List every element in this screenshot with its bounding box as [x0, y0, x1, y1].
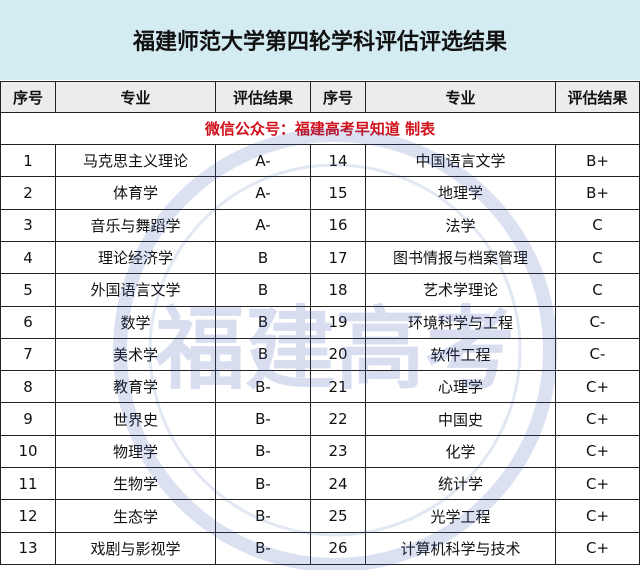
table-cell: 法学 — [366, 209, 556, 242]
table-cell: B — [216, 338, 311, 372]
table-cell: 14 — [311, 145, 366, 178]
table-cell: 5 — [0, 274, 56, 307]
table-cell: C+ — [556, 468, 640, 501]
table-cell: 数学 — [56, 306, 216, 339]
table-cell: 2 — [0, 177, 56, 210]
table-cell: B+ — [556, 145, 640, 178]
table-cell: 外国语言文学 — [56, 274, 216, 307]
table-cell: 环境科学与工程 — [366, 306, 556, 339]
table-cell: 17 — [311, 241, 366, 275]
table-cell: 地理学 — [366, 177, 556, 210]
header-cell: 评估结果 — [216, 81, 311, 113]
table-cell: 理论经济学 — [56, 241, 216, 275]
table-cell: 马克思主义理论 — [56, 145, 216, 178]
table-cell: B — [216, 241, 311, 275]
table-cell: 戏剧与影视学 — [56, 532, 216, 565]
table-cell: 4 — [0, 241, 56, 275]
table-cell: 生物学 — [56, 468, 216, 501]
table-cell: 心理学 — [366, 371, 556, 404]
table-cell: 艺术学理论 — [366, 274, 556, 307]
table-cell: C+ — [556, 371, 640, 404]
table-cell: C — [556, 209, 640, 242]
table-cell: 体育学 — [56, 177, 216, 210]
table-cell: 6 — [0, 306, 56, 339]
header-cell: 序号 — [0, 81, 56, 113]
table-cell: 10 — [0, 435, 56, 469]
table-cell: 11 — [0, 468, 56, 501]
table-cell: B+ — [556, 177, 640, 210]
table-cell: 光学工程 — [366, 500, 556, 533]
table-cell: 19 — [311, 306, 366, 339]
table-cell: 20 — [311, 338, 366, 372]
table-cell: 21 — [311, 371, 366, 404]
table-cell: 16 — [311, 209, 366, 242]
table-cell: 24 — [311, 468, 366, 501]
table-cell: 23 — [311, 435, 366, 469]
header-cell: 专业 — [366, 81, 556, 113]
table-cell: C- — [556, 306, 640, 339]
table-cell: B — [216, 306, 311, 339]
table-cell: 1 — [0, 145, 56, 178]
table-cell: C+ — [556, 500, 640, 533]
table-cell: 世界史 — [56, 403, 216, 436]
table-cell: 15 — [311, 177, 366, 210]
table-cell: B- — [216, 500, 311, 533]
table-cell: A- — [216, 145, 311, 178]
header-cell: 专业 — [56, 81, 216, 113]
table-cell: 统计学 — [366, 468, 556, 501]
table-cell: 计算机科学与技术 — [366, 532, 556, 565]
table-cell: C- — [556, 338, 640, 372]
table-cell: 物理学 — [56, 435, 216, 469]
table-cell: 13 — [0, 532, 56, 565]
table-cell: A- — [216, 177, 311, 210]
table-cell: C+ — [556, 435, 640, 469]
header-cell: 评估结果 — [556, 81, 640, 113]
table-cell: C — [556, 274, 640, 307]
table-cell: 8 — [0, 371, 56, 404]
table-cell: 12 — [0, 500, 56, 533]
table-cell: 中国史 — [366, 403, 556, 436]
title: 福建师范大学第四轮学科评估评选结果 — [0, 0, 640, 80]
table-cell: 26 — [311, 532, 366, 565]
table-cell: 软件工程 — [366, 338, 556, 372]
table-cell: 22 — [311, 403, 366, 436]
table-cell: 7 — [0, 338, 56, 372]
subtitle: 微信公众号：福建高考早知道 制表 — [0, 113, 640, 145]
table-cell: B — [216, 274, 311, 307]
table-cell: A- — [216, 209, 311, 242]
table-cell: 中国语言文学 — [366, 145, 556, 178]
table-cell: B- — [216, 532, 311, 565]
table-cell: 美术学 — [56, 338, 216, 372]
table-cell: 教育学 — [56, 371, 216, 404]
table-cell: C+ — [556, 532, 640, 565]
table-cell: 3 — [0, 209, 56, 242]
table-cell: B- — [216, 435, 311, 469]
table-cell: C — [556, 241, 640, 275]
table-cell: 化学 — [366, 435, 556, 469]
table-cell: C+ — [556, 403, 640, 436]
table-cell: 生态学 — [56, 500, 216, 533]
table-cell: 音乐与舞蹈学 — [56, 209, 216, 242]
table-cell: 9 — [0, 403, 56, 436]
table-cell: B- — [216, 403, 311, 436]
table-cell: 图书情报与档案管理 — [366, 241, 556, 275]
table-cell: B- — [216, 371, 311, 404]
table-cell: 18 — [311, 274, 366, 307]
table-cell: 25 — [311, 500, 366, 533]
table-cell: B- — [216, 468, 311, 501]
header-cell: 序号 — [311, 81, 366, 113]
